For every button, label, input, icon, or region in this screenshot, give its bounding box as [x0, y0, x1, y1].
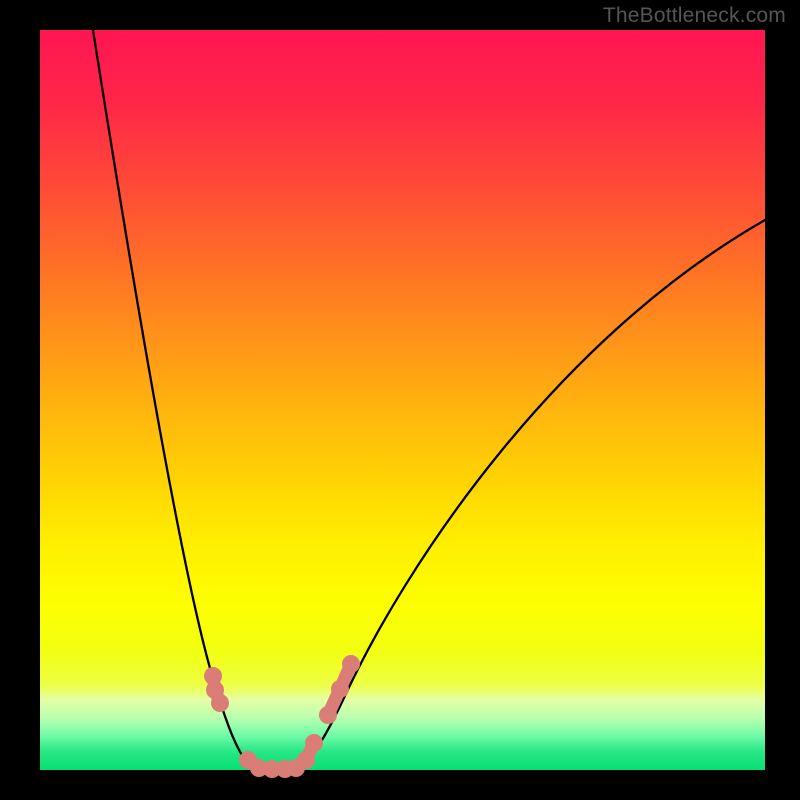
- bottom-cluster-bead: [297, 751, 315, 769]
- chart-container: TheBottleneck.com: [0, 0, 800, 800]
- right-cluster-bead: [331, 680, 349, 698]
- gradient-background: [40, 30, 765, 770]
- watermark-text: TheBottleneck.com: [603, 4, 786, 28]
- chart-svg: [0, 0, 800, 800]
- bottom-cluster-bead: [305, 734, 323, 752]
- left-cluster-bead: [211, 694, 229, 712]
- right-cluster-bead: [342, 655, 360, 673]
- right-cluster-bead: [319, 706, 337, 724]
